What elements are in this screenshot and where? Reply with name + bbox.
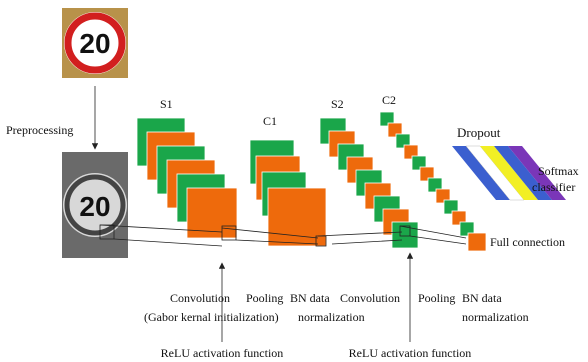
sign-text: 20 (79, 191, 110, 222)
dropout-label: Dropout (457, 125, 501, 140)
operation-label: Convolution (340, 291, 400, 305)
layer-label: C1 (263, 114, 277, 128)
layer-label: S1 (160, 97, 173, 111)
operation-label: normalization (298, 310, 365, 324)
step-label: Preprocessing (6, 123, 73, 137)
layer-label: C2 (382, 93, 396, 107)
full-connection-label: Full connection (490, 235, 565, 249)
classifier-label: Softmax (538, 164, 579, 178)
operation-label: Convolution (170, 291, 230, 305)
activation-label: ReLU activation function (161, 346, 284, 360)
preprocessed-sign: 20 (62, 152, 128, 258)
input-sign: 20 (62, 8, 128, 78)
operation-label: Pooling (246, 291, 283, 305)
sign-text: 20 (79, 28, 110, 59)
operation-label: Pooling (418, 291, 455, 305)
operation-label: BN data (462, 291, 502, 305)
operation-label: normalization (462, 310, 529, 324)
classifier-label: classifier (532, 180, 575, 194)
feature-map (268, 188, 326, 246)
operation-label: BN data (290, 291, 330, 305)
feature-map (468, 233, 486, 251)
layer-label: S2 (331, 97, 344, 111)
activation-label: ReLU activation function (349, 346, 472, 360)
operation-label: (Gabor kernal initialization) (144, 310, 279, 324)
diagram: 20 Preprocessing 20 S1 C1 S2 C2 Dropout … (0, 0, 588, 362)
